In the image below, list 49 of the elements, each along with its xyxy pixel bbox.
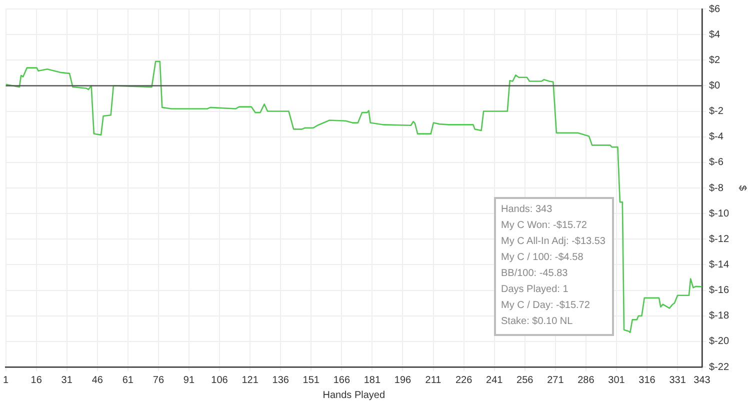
y-tick-label: $-2 [708,106,724,118]
x-tick-label: 136 [272,374,290,386]
y-tick-label: $0 [708,80,721,92]
x-tick-label: 121 [242,374,259,386]
x-tick-label: 166 [333,374,350,386]
x-tick-label: 211 [425,374,442,386]
y-tick-label: $4 [708,29,721,40]
x-tick-label: 1 [3,374,9,386]
y-tick-label: $-8 [708,182,724,194]
x-tick-label: 106 [211,374,228,386]
x-tick-label: 91 [183,374,195,386]
x-tick-label: 256 [516,374,534,386]
x-tick-label: 151 [302,374,320,386]
annotation: Days Played: 1 [501,283,570,297]
x-tick-label: 16 [30,374,42,386]
x-tick-label: 31 [61,374,73,386]
annotation: My C Won: -$15.72 [501,219,588,233]
x-tick-label: 196 [394,374,412,386]
y-tick-label: $-4 [708,132,724,143]
y-tick-label: $6 [708,4,721,15]
y-tick-label: $-6 [708,157,724,168]
x-tick-label: 286 [578,374,595,386]
annotation: My C All-In Adj: -$13.53 [501,235,606,249]
y-tick-label: $-10 [708,208,730,220]
x-tick-label: 241 [486,374,504,386]
x-tick-label: 181 [364,374,381,386]
x-tick-label: 343 [694,374,711,386]
y-tick-label: $-12 [708,234,730,245]
x-tick-label: 331 [669,374,686,386]
y-axis-title: $ [736,185,748,192]
annotation: Stake: $0.10 NL [501,315,574,329]
annotation: My C / Day: -$15.72 [501,299,591,313]
y-tick-label: $-14 [708,259,730,270]
y-tick-label: $2 [708,54,721,66]
x-tick-label: 301 [608,374,626,386]
y-tick-label: $-16 [708,285,730,296]
x-tick-label: 226 [455,374,473,386]
annotation: Hands: 343 [501,203,554,217]
x-tick-label: 76 [152,374,164,386]
x-axis-title: Hands Played [322,390,386,401]
annotation: BB/100: -45.83 [501,267,569,281]
y-tick-label: $-18 [708,310,730,322]
y-tick-label: $-22 [708,362,730,373]
x-tick-label: 46 [92,374,104,386]
x-tick-label: 316 [638,374,656,386]
y-tick-label: $-20 [708,336,730,348]
x-tick-label: 61 [122,374,134,386]
x-tick-label: 271 [547,374,564,386]
annotation: My C / 100: -$4.58 [501,251,584,265]
